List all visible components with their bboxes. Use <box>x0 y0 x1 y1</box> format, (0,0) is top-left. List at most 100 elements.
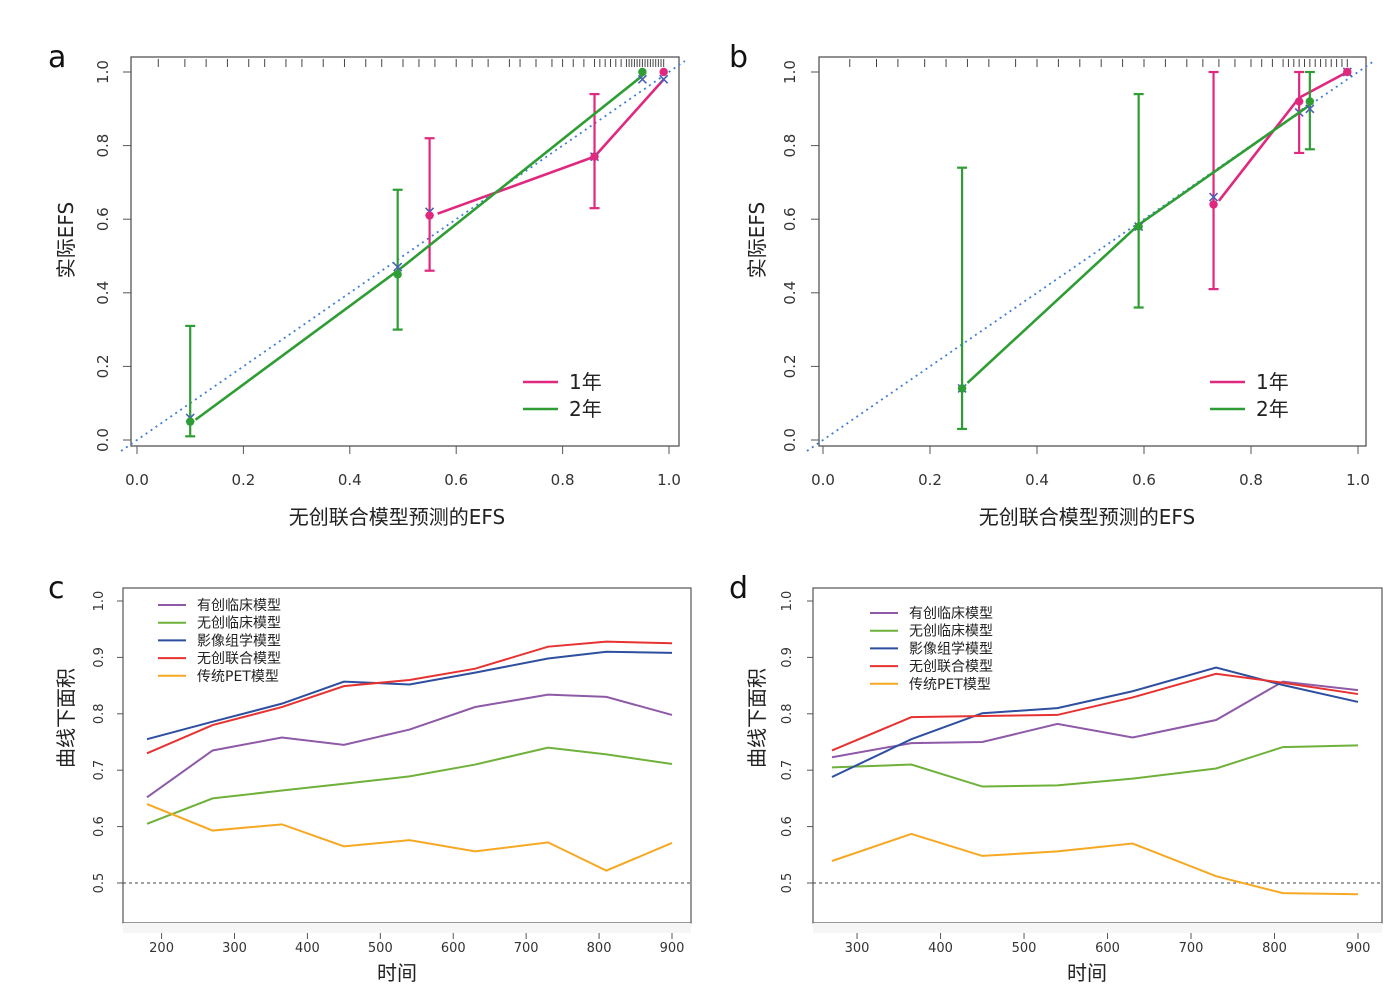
x-tick-label: 0.8 <box>551 471 575 489</box>
axis-band <box>123 923 691 933</box>
y-tick-label: 1.0 <box>94 60 112 84</box>
panel-letter-c: c <box>48 571 65 606</box>
series-line-1 <box>831 744 1359 788</box>
x-tick-label: 0.0 <box>811 471 835 489</box>
y-tick-label: 0.6 <box>780 816 795 837</box>
data-point <box>1343 67 1352 77</box>
data-point <box>186 417 195 426</box>
series-0 <box>424 67 669 272</box>
x-axis-title: 时间 <box>1067 961 1107 985</box>
panel-a: a 0.0 0.2 0.4 0.6 0.8 1.0 0.0 0.2 0.4 0.6 0.8 1.0 1年 2… <box>48 40 686 529</box>
y-tick-label: 1.0 <box>780 591 795 612</box>
y-tick-label: 0.4 <box>781 281 799 305</box>
y-tick-label: 0.9 <box>92 647 107 668</box>
x-tick-label: 500 <box>1012 941 1037 956</box>
data-point <box>393 270 402 279</box>
legend-label: 影像组学模型 <box>197 633 281 649</box>
x-tick-label: 0.0 <box>125 471 149 489</box>
y-tick-label: 0.2 <box>94 354 112 378</box>
series-line-4 <box>146 803 673 872</box>
legend-label: 传统PET模型 <box>197 669 279 685</box>
plot-frame <box>812 587 1383 924</box>
series-line-1 <box>146 746 673 825</box>
series-line-4 <box>831 832 1359 896</box>
panel-letter-b: b <box>729 40 748 75</box>
data-point <box>638 67 647 77</box>
panel-letter-a: a <box>48 40 66 75</box>
x-tick-label: 900 <box>660 941 685 956</box>
data-point <box>659 67 668 77</box>
y-axis-title: 曲线下面积 <box>745 668 769 768</box>
corrected-marker <box>1208 192 1219 202</box>
panel-letter-d: d <box>729 571 748 606</box>
y-tick-label: 0.5 <box>92 873 107 894</box>
y-tick-label: 0.8 <box>94 134 112 158</box>
series-line-2 <box>146 650 673 741</box>
y-tick-label: 0.6 <box>94 207 112 231</box>
data-point <box>590 152 599 161</box>
data-point <box>957 384 967 393</box>
x-axis-title: 无创联合模型预测的EFS <box>979 505 1195 529</box>
legend-label: 无创临床模型 <box>197 616 281 632</box>
x-tick-label: 400 <box>928 941 953 956</box>
y-tick-label: 0.6 <box>92 816 107 837</box>
y-tick-label: 0.8 <box>780 703 795 724</box>
x-tick-label: 600 <box>441 941 466 956</box>
x-tick-label: 0.2 <box>231 471 255 489</box>
y-axis-title: 实际EFS <box>745 202 769 278</box>
series-1 <box>957 70 1315 431</box>
reference-line <box>806 60 1375 452</box>
x-tick-label: 0.2 <box>918 471 942 489</box>
panel-b: b 0.0 0.2 0.4 0.6 0.8 1.0 0.0 0.2 0.4 0.6 0.8 1.0 1年 2… <box>729 40 1375 529</box>
x-tick-label: 400 <box>295 941 320 956</box>
y-tick-label: 0.6 <box>781 207 799 231</box>
x-tick-label: 800 <box>1262 941 1287 956</box>
legend-label: 2年 <box>1256 397 1289 421</box>
y-tick-label: 1.0 <box>781 60 799 84</box>
x-tick-label: 900 <box>1346 941 1371 956</box>
y-tick-label: 0.0 <box>94 428 112 452</box>
y-tick-label: 0.2 <box>781 354 799 378</box>
x-tick-label: 700 <box>514 941 539 956</box>
axis-band <box>813 923 1382 933</box>
y-tick-label: 1.0 <box>92 591 107 612</box>
legend-label: 无创联合模型 <box>909 659 993 675</box>
series-0 <box>1208 67 1352 291</box>
x-tick-label: 0.8 <box>1239 471 1263 489</box>
y-axis-title: 曲线下面积 <box>54 668 78 768</box>
reference-line <box>120 60 686 452</box>
x-tick-label: 700 <box>1179 941 1204 956</box>
y-tick-label: 0.7 <box>92 760 107 781</box>
x-tick-label: 800 <box>587 941 612 956</box>
series-line <box>194 74 644 421</box>
x-tick-label: 200 <box>149 941 174 956</box>
series-line-0 <box>831 680 1359 759</box>
y-tick-label: 0.7 <box>780 760 795 781</box>
x-axis-title: 时间 <box>377 961 417 985</box>
legend-label: 传统PET模型 <box>909 677 991 693</box>
y-tick-label: 0.0 <box>781 428 799 452</box>
x-tick-label: 0.4 <box>338 471 362 489</box>
series-1 <box>185 67 647 438</box>
data-point <box>1305 97 1315 106</box>
y-tick-label: 0.8 <box>781 134 799 158</box>
series-line-0 <box>146 693 673 799</box>
x-axis-title: 无创联合模型预测的EFS <box>289 505 505 529</box>
y-tick-label: 0.5 <box>780 873 795 894</box>
plot-frame <box>130 56 680 447</box>
x-tick-label: 1.0 <box>1346 471 1370 489</box>
y-tick-label: 0.9 <box>780 647 795 668</box>
series-line <box>1217 70 1348 202</box>
x-tick-label: 500 <box>368 941 393 956</box>
legend-label: 有创临床模型 <box>197 598 281 614</box>
x-tick-label: 0.4 <box>1025 471 1049 489</box>
legend-label: 无创联合模型 <box>197 651 281 667</box>
legend-label: 2年 <box>569 397 602 421</box>
series-line-3 <box>831 672 1359 752</box>
panel-d: d 300 400 500 600 700 800 900 0.5 0.6 0.7 0.8 0.9 1.0… <box>729 571 1383 985</box>
legend-label: 1年 <box>1256 370 1289 394</box>
data-point <box>425 211 434 220</box>
data-point <box>1134 222 1143 231</box>
panel-c: c 200 300 400 500 600 700 800 900 0.5 0.6 0.7 0.8 0.9… <box>48 571 692 985</box>
